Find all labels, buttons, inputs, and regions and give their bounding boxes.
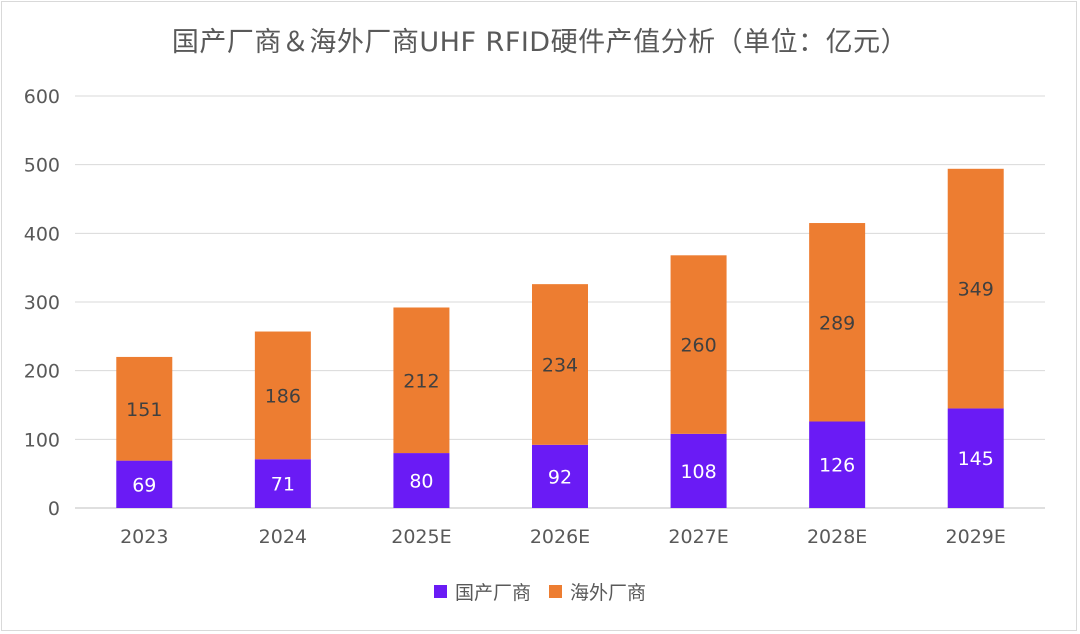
x-tick-label: 2024: [259, 526, 307, 548]
bar-overseas: [947, 168, 1004, 409]
x-tick-label: 2028E: [807, 526, 867, 548]
bar-domestic: [670, 433, 727, 508]
data-label: 234: [542, 354, 578, 376]
legend-label-domestic: 国产厂商: [454, 582, 531, 604]
y-tick-label: 500: [24, 155, 60, 177]
data-label: 92: [548, 466, 572, 488]
data-label: 186: [265, 385, 301, 407]
legend-swatch-domestic: [433, 585, 447, 598]
bar-overseas: [393, 307, 450, 454]
data-label: 151: [126, 399, 162, 421]
bar-overseas: [532, 284, 588, 445]
data-label: 289: [819, 312, 855, 334]
chart-title: 国产厂商＆海外厂商UHF RFID硬件产值分析（单位：亿元）: [171, 27, 909, 58]
x-tick-label: 2027E: [668, 526, 728, 548]
bar-domestic: [254, 459, 311, 508]
y-tick-label: 200: [24, 361, 60, 383]
bar-overseas: [809, 223, 866, 422]
y-tick-label: 100: [24, 429, 60, 451]
bar-overseas: [254, 331, 311, 460]
data-label: 349: [958, 279, 994, 301]
y-tick-label: 400: [24, 223, 60, 245]
legend-label-overseas: 海外厂商: [570, 582, 647, 604]
bar-domestic: [809, 421, 866, 508]
bar-overseas: [670, 255, 727, 434]
x-tick-label: 2025E: [391, 526, 451, 548]
x-tick-label: 2023: [120, 526, 168, 548]
bar-domestic: [116, 460, 173, 508]
y-tick-label: 0: [48, 498, 60, 520]
y-tick-label: 600: [24, 86, 60, 108]
legend-item-overseas[interactable]: 海外厂商: [549, 578, 646, 605]
data-label: 80: [409, 471, 433, 493]
data-label: 260: [680, 335, 716, 357]
y-tick-label: 300: [24, 292, 60, 314]
data-label: 69: [132, 474, 156, 496]
data-label: 71: [271, 474, 295, 496]
bar-domestic: [393, 453, 450, 508]
bar-domestic: [532, 444, 588, 508]
bar-overseas: [116, 356, 173, 461]
bar-domestic: [947, 408, 1004, 508]
legend-swatch-overseas: [549, 585, 562, 598]
data-label: 145: [958, 448, 994, 470]
x-tick-label: 2026E: [530, 526, 590, 548]
x-tick-label: 2029E: [946, 526, 1006, 548]
legend-item-domestic[interactable]: 国产厂商: [433, 578, 531, 605]
data-label: 212: [403, 370, 439, 392]
data-label: 126: [819, 455, 855, 477]
chart-legend: 国产厂商 海外厂商: [0, 578, 1080, 605]
data-label: 108: [680, 461, 716, 483]
